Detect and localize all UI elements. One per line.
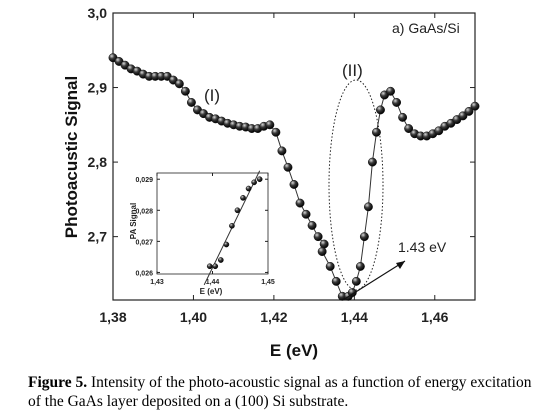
data-point <box>229 222 235 229</box>
y-tick-label: 2,9 <box>88 80 108 96</box>
data-point <box>470 101 480 111</box>
data-point <box>277 146 287 156</box>
x-tick-label: 1,42 <box>260 309 287 325</box>
data-point <box>398 112 408 122</box>
region-2-ellipse <box>328 79 384 291</box>
main-axis-ticks <box>112 12 475 300</box>
y-tick-label: 3,0 <box>88 5 108 21</box>
data-point <box>180 86 190 96</box>
data-point <box>283 162 293 172</box>
y-tick-label: 0,026 <box>135 270 153 277</box>
data-point <box>325 262 335 271</box>
data-point <box>359 232 369 242</box>
data-point <box>355 262 365 271</box>
data-point <box>313 232 323 242</box>
data-point <box>245 185 252 192</box>
plot-frame <box>112 12 476 301</box>
gap-energy-label: 1.43 eV <box>398 239 447 255</box>
data-point <box>234 207 241 214</box>
region-label-2: (II) <box>342 61 363 80</box>
y-tick-label: 0,028 <box>135 208 153 215</box>
x-tick-label: 1,43 <box>150 279 164 286</box>
data-point <box>386 86 395 96</box>
data-point <box>331 276 341 286</box>
main-series-points <box>108 53 480 301</box>
caption-label: Figure 5. <box>28 374 88 391</box>
x-tick-label: 1,46 <box>421 309 448 325</box>
data-point <box>404 124 414 133</box>
data-point <box>271 127 281 137</box>
data-point <box>464 106 474 116</box>
data-point <box>206 263 213 270</box>
inset-y-title: PA Signal <box>129 203 138 239</box>
data-point <box>251 179 257 186</box>
y-tick-label: 0,027 <box>135 239 153 246</box>
data-point <box>458 111 468 121</box>
data-point <box>265 120 275 130</box>
x-tick-label: 1,40 <box>180 309 207 325</box>
gap-energy-arrow <box>342 260 406 301</box>
x-tick-label: 1,44 <box>341 309 368 325</box>
x-tick-label: 1,44 <box>206 279 220 286</box>
data-point <box>186 98 196 107</box>
data-point <box>363 202 373 212</box>
data-point <box>301 209 311 219</box>
data-point <box>217 257 224 263</box>
data-point <box>256 176 263 183</box>
data-point <box>174 79 184 89</box>
data-point <box>376 105 385 115</box>
data-point <box>295 198 305 208</box>
caption-text: Intensity of the photo-acoustic signal a… <box>28 374 532 410</box>
y-tick-label: 2,8 <box>88 154 108 170</box>
inset-axis-ticks <box>156 173 269 274</box>
inset-series-points <box>206 176 263 270</box>
data-point <box>223 241 230 248</box>
data-point <box>367 157 377 167</box>
data-point <box>212 263 219 270</box>
data-point <box>317 247 327 256</box>
data-point <box>307 221 317 230</box>
x-tick-label: 1,45 <box>261 279 275 286</box>
y-axis-title: Photoacustic Signal <box>62 76 81 238</box>
data-point <box>289 180 299 189</box>
gap-energy-arrowhead <box>396 261 405 269</box>
inset-tick-labels: 1,43 1,44 1,45 0,026 0,027 0,028 0,029 <box>135 177 274 286</box>
data-point <box>240 195 246 201</box>
y-tick-label: 0,029 <box>135 177 153 184</box>
photoacoustic-chart: 1,38 1,40 1,42 1,44 1,46 2,7 2,8 2,9 3,0 a) GaAs… <box>62 5 480 360</box>
x-tick-label: 1,38 <box>99 309 126 325</box>
data-point <box>434 126 444 136</box>
data-point <box>347 288 357 297</box>
panel-label: a) GaAs/Si <box>392 20 460 36</box>
data-point <box>351 276 361 286</box>
figure-caption: Figure 5. Intensity of the photo-acousti… <box>28 373 533 411</box>
data-point <box>319 239 329 249</box>
y-tick-label: 2,7 <box>88 229 108 245</box>
inset-x-title: E (eV) <box>200 287 223 296</box>
x-axis-title: E (eV) <box>270 341 318 360</box>
inset-background <box>130 173 268 281</box>
data-point <box>392 98 402 107</box>
region-label-1: (I) <box>204 86 220 105</box>
main-tick-labels: 1,38 1,40 1,42 1,44 1,46 2,7 2,8 2,9 3,0 <box>88 5 449 325</box>
